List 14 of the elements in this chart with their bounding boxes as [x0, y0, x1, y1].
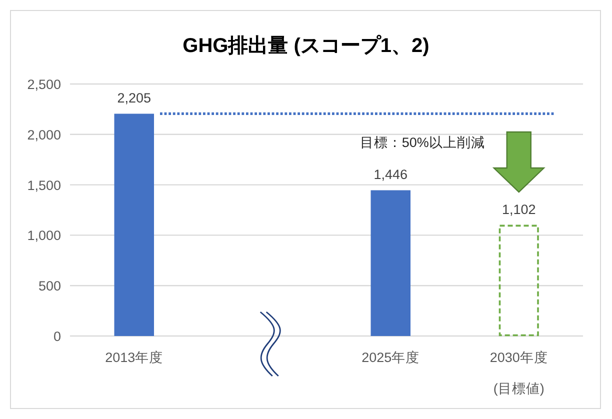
data-label: 1,446	[374, 167, 408, 182]
y-tick-label: 500	[38, 278, 61, 294]
y-tick-label: 1,000	[27, 228, 61, 244]
annotation: 目標：50%以上削減	[360, 135, 485, 150]
y-tick-label: 2,000	[27, 127, 61, 142]
x-tick-label: 2013年度	[105, 350, 164, 365]
y-tick-label: 0	[53, 329, 61, 344]
chart-title: GHG排出量 (スコープ1、2)	[182, 34, 430, 57]
y-tick-label: 1,500	[27, 178, 61, 193]
x-tick-label: 2025年度	[362, 350, 420, 365]
x-tick-label: 2030年度 (目標値)	[490, 350, 548, 396]
data-label: 2,205	[117, 90, 152, 106]
data-label: 1,102	[502, 202, 536, 217]
y-tick-label: 2,500	[27, 77, 61, 92]
